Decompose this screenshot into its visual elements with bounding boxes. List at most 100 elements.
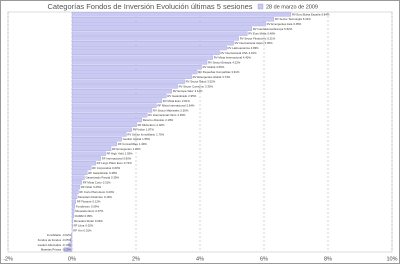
bar-label: RV Latinoamérica4.83% <box>228 46 260 50</box>
bar <box>71 31 248 36</box>
bar <box>71 45 227 51</box>
value-label: 2.35% <box>177 113 185 117</box>
bar <box>71 55 213 60</box>
value-label: -0.10% <box>62 243 71 247</box>
value-label: 5.48% <box>267 31 275 35</box>
value-label: 0.05% <box>85 214 93 218</box>
bar <box>71 156 101 161</box>
value-label: -0.05% <box>62 238 71 242</box>
bar-label: Monetario Dólar0.03% <box>74 219 103 223</box>
bar <box>71 17 275 22</box>
x-tick-label: 10% <box>386 256 397 262</box>
value-label: 0.09% <box>91 204 99 208</box>
bar <box>71 141 117 147</box>
value-label: 5.62% <box>284 27 292 31</box>
value-label: 0.31% <box>103 180 111 184</box>
x-tick-label: 8% <box>324 256 332 262</box>
bar <box>71 137 122 142</box>
value-label: 3.12% <box>195 89 203 93</box>
bar <box>71 189 79 195</box>
value-label: 6.05% <box>293 22 301 26</box>
bar <box>71 50 220 55</box>
bar <box>71 117 142 123</box>
category-label: RF Convertibles <box>118 142 139 146</box>
value-label: 4.83% <box>251 46 259 50</box>
bar <box>71 36 239 41</box>
bar <box>71 194 78 199</box>
bar <box>71 223 73 228</box>
category-label: RV Euro Mixta <box>248 31 266 35</box>
category-label: RV Sector Energía <box>208 60 232 64</box>
bar <box>71 84 178 89</box>
bar-label: Fondtesoro0.09% <box>76 204 100 208</box>
value-label: 5.21% <box>267 36 275 40</box>
legend-label: 28 de marzo de 2009 <box>266 4 318 10</box>
category-label: RV Europa Valor <box>173 89 194 93</box>
category-label: RV Internacional USA <box>221 51 248 55</box>
bar-label: RV Global4.05% <box>203 65 225 69</box>
bar-label: RV Europa Valor3.12% <box>173 89 203 93</box>
category-label: RV Internacional Japón <box>235 41 264 45</box>
bar <box>71 93 167 99</box>
category-label: RF Libra <box>74 223 85 227</box>
value-label: 3.74% <box>222 75 230 79</box>
bar <box>71 218 74 223</box>
value-label: 3.52% <box>207 79 215 83</box>
bar-label: RF Corporativa0.60% <box>92 166 120 170</box>
category-label: RF Corto Plazo Euro <box>79 190 105 194</box>
category-label: RV Emergentes Global <box>193 75 222 79</box>
bar-label: RV Sector Inmobiliario1.70% <box>127 132 164 136</box>
bar-label: RF Internacional0.90% <box>102 156 132 160</box>
bar <box>71 89 172 94</box>
bar-label: RV Sector Tecnología6.31% <box>275 17 311 21</box>
value-label: 1.55% <box>142 137 150 141</box>
value-label: 2.64% <box>186 103 194 107</box>
category-label: RF Yen <box>73 228 83 232</box>
legend-swatch <box>257 3 264 10</box>
value-label: 6.31% <box>303 17 311 21</box>
bar-label: Materias Primas-0.25% <box>41 247 72 251</box>
value-label: -0.02% <box>62 233 71 237</box>
bar-label: RF Convertibles1.40% <box>118 142 148 146</box>
value-label: 0.39% <box>111 175 119 179</box>
bar-label: RF Mixta Euro2.02% <box>138 123 165 127</box>
category-label: RF Garantizado <box>88 171 108 175</box>
bar <box>71 69 198 75</box>
chart-title: Categorías Fondos de Inversión Evolución… <box>47 2 252 11</box>
category-label: RV Pequeñas Compañías <box>198 70 231 74</box>
bar-label: RF Mixta Internacional2.64% <box>157 103 194 107</box>
bar-label: RV Internacional Europa5.62% <box>253 27 293 31</box>
value-label: 1.40% <box>139 142 147 146</box>
bar <box>71 21 266 27</box>
bar-label: Garantizado Parcial0.39% <box>85 175 119 179</box>
bar <box>71 108 153 113</box>
category-label: RV Internacional Europa <box>253 27 284 31</box>
bar <box>71 26 252 31</box>
value-label: 5.05% <box>265 41 273 45</box>
bar-label: RF Flotante0.12% <box>77 199 101 203</box>
category-label: RF Mixta Corto <box>83 180 102 184</box>
bar-label: RF Yen0.01% <box>73 228 92 232</box>
value-label: 1.87% <box>146 127 154 131</box>
value-label: 0.12% <box>92 199 100 203</box>
value-label: 0.07% <box>95 209 103 213</box>
value-label: 1.05% <box>125 151 133 155</box>
bar-label: RF Corto Plazo Euro0.20% <box>79 190 114 194</box>
bar <box>71 170 88 175</box>
category-label: RV Sector Materiales <box>153 108 180 112</box>
bar <box>71 74 192 79</box>
bar <box>71 204 76 209</box>
bar <box>71 127 132 132</box>
bar-label: RV Índice1.87% <box>133 127 155 131</box>
category-label: RV Emergentes Asia <box>267 22 293 26</box>
bar <box>71 122 137 127</box>
bar <box>71 60 208 65</box>
bar-label: RV Internacional Japón5.05% <box>235 41 273 45</box>
category-label: Monetario Dólar <box>74 219 94 223</box>
bar-label: RV Sector Energía4.22% <box>208 60 241 64</box>
category-label: RV Garantizado <box>167 94 187 98</box>
category-label: RV Euro Bolsa España <box>292 12 321 16</box>
bar <box>71 65 202 70</box>
category-label: Materias Primas <box>41 247 62 251</box>
value-label: 2.95% <box>188 94 196 98</box>
